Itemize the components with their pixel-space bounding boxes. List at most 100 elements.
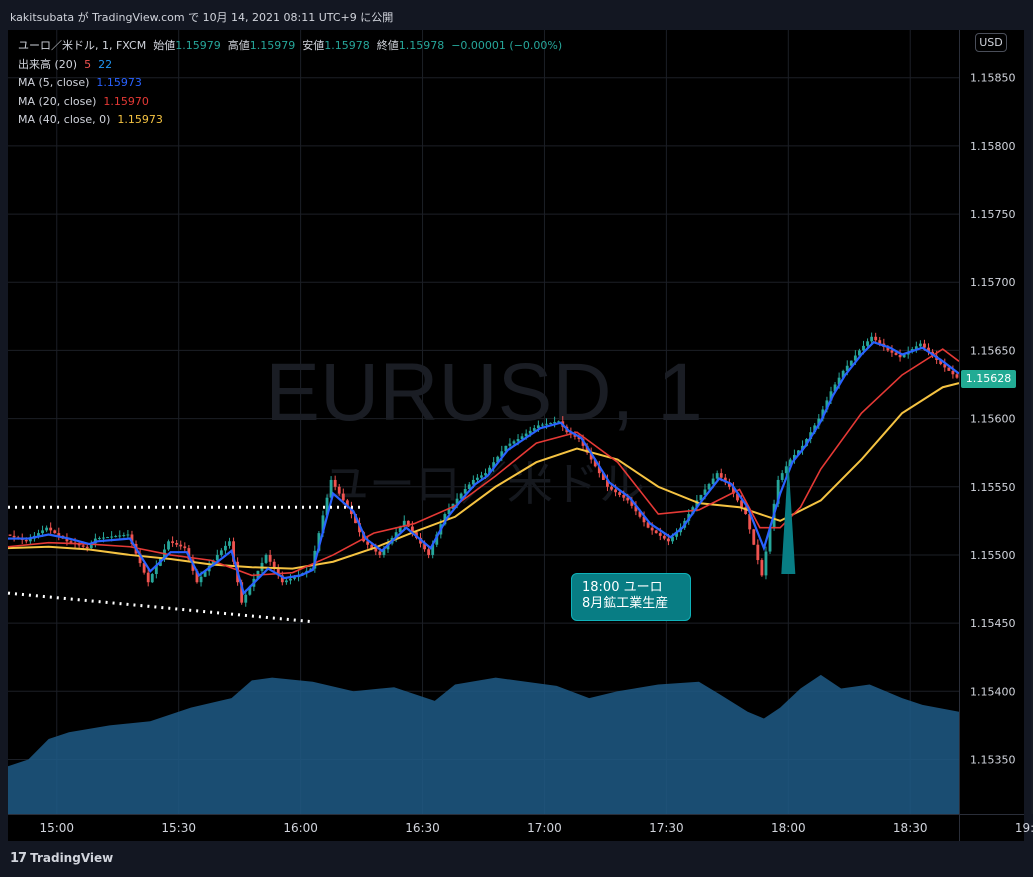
candle-body <box>366 541 370 545</box>
candle-body <box>264 554 268 563</box>
candle-body <box>768 527 772 552</box>
candle-body <box>711 478 715 485</box>
price-tick-label: 1.15550 <box>970 481 1016 494</box>
candle-body <box>512 441 516 444</box>
candle-body <box>484 473 487 476</box>
candle-body <box>646 522 650 528</box>
candle-body <box>12 535 16 538</box>
candle-body <box>557 421 561 423</box>
candle-body <box>321 515 325 534</box>
time-tick-label: 18:30 <box>893 821 928 835</box>
candle-body <box>630 500 634 506</box>
candle-body <box>284 580 288 583</box>
price-tick-label: 1.15700 <box>970 276 1016 289</box>
candle-body <box>211 560 215 566</box>
tradingview-logo-icon: 17 <box>10 851 27 866</box>
price-tick-label: 1.15750 <box>970 208 1016 221</box>
candle-body <box>707 484 711 490</box>
ma40-value: 1.15973 <box>117 113 163 126</box>
candle-body <box>175 543 179 545</box>
watermark-symbol: EURUSD, 1 <box>265 347 702 438</box>
candle-body <box>219 550 223 555</box>
candle-body <box>41 530 44 534</box>
candle-body <box>118 535 122 537</box>
candle-body <box>760 560 764 576</box>
candle-body <box>406 520 410 527</box>
symbol-name: ユーロ／米ドル, 1, FXCM <box>18 39 147 52</box>
candle-body <box>606 479 609 487</box>
candle-body <box>293 577 296 579</box>
candle-body <box>719 473 723 478</box>
legend-ma20-row: MA (20, close) 1.15970 <box>18 93 562 112</box>
candle-body <box>378 551 382 555</box>
candle-body <box>715 473 719 479</box>
support-trendline <box>7 591 313 624</box>
tradingview-logo[interactable]: 17 TradingView <box>10 851 113 866</box>
candle-body <box>951 370 955 375</box>
candle-body <box>918 343 922 347</box>
candle-body <box>536 425 540 429</box>
high-label: 高値 <box>227 39 250 52</box>
close-label: 終値 <box>376 39 399 52</box>
candle-body <box>268 554 272 562</box>
candle-body <box>480 475 483 478</box>
candle-body <box>463 489 467 494</box>
candle-body <box>423 543 426 550</box>
candle-body <box>89 543 93 549</box>
candle-body <box>784 466 788 474</box>
candle-body <box>748 514 752 530</box>
candle-body <box>447 508 451 515</box>
candle-body <box>654 530 658 534</box>
candle-body <box>577 436 581 440</box>
candle-body <box>821 409 825 419</box>
candle-body <box>914 346 918 350</box>
candle-body <box>488 467 492 474</box>
candle-body <box>955 374 959 378</box>
candle-body <box>410 526 414 533</box>
ma20-label: MA (20, close) <box>18 94 97 108</box>
candle-body <box>524 433 528 437</box>
candle-body <box>329 479 333 498</box>
candle-body <box>49 527 53 531</box>
volume-label: 出来高 (20) <box>18 57 78 71</box>
currency-badge[interactable]: USD <box>975 33 1007 52</box>
time-axis-divider <box>8 814 1024 815</box>
price-tick-label: 1.15600 <box>970 413 1016 426</box>
candle-body <box>723 477 727 483</box>
candle-body <box>183 546 187 549</box>
candle-body <box>150 574 154 583</box>
price-tick-label: 1.15800 <box>970 140 1016 153</box>
candle-body <box>130 534 134 545</box>
price-tick-label: 1.15850 <box>970 72 1016 85</box>
price-tick-label: 1.15450 <box>970 617 1016 630</box>
candle-body <box>870 336 874 342</box>
candle-body <box>923 343 926 348</box>
candle-body <box>179 544 183 547</box>
price-tick-label: 1.15650 <box>970 344 1016 357</box>
candle-body <box>354 514 357 524</box>
ma40-line <box>7 382 960 570</box>
candle-body <box>614 489 618 493</box>
candle-body <box>866 341 869 346</box>
candle-body <box>825 400 829 410</box>
legend-volume-row: 出来高 (20) 5 22 <box>18 56 562 75</box>
price-tick-label: 1.15500 <box>970 549 1016 562</box>
candle-body <box>402 520 406 527</box>
candle-body <box>658 533 662 536</box>
volume-area <box>8 674 959 814</box>
candle-body <box>248 586 252 595</box>
high-value: 1.15979 <box>249 39 296 52</box>
candle-body <box>215 554 219 561</box>
low-value: 1.15978 <box>324 39 370 52</box>
candle-body <box>459 493 463 499</box>
volume-value-b: 22 <box>98 57 113 71</box>
candle-body <box>114 536 118 538</box>
event-annotation[interactable]: 18:00 ユーロ 8月鉱工業生産 <box>571 573 691 621</box>
ma5-value: 1.15973 <box>96 76 142 89</box>
candle-body <box>504 445 508 452</box>
low-label: 安値 <box>302 39 325 52</box>
candle-body <box>272 561 276 569</box>
candle-body <box>650 527 654 531</box>
candle-body <box>736 493 739 501</box>
